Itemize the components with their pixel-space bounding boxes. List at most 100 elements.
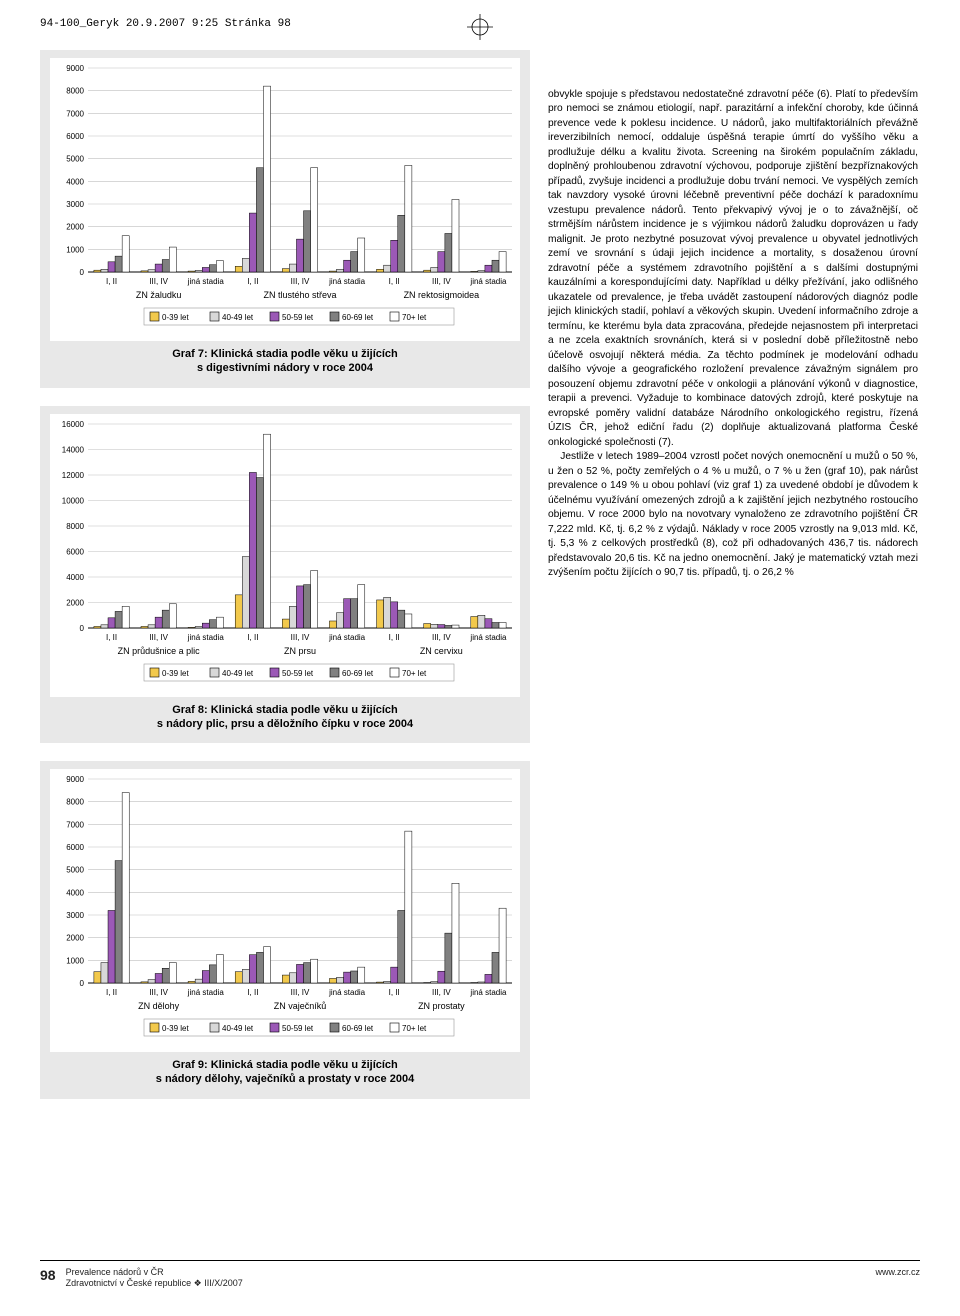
registration-marks-icon — [450, 12, 510, 42]
footer-title-line: Prevalence nádorů v ČR — [66, 1267, 243, 1279]
footer-url: www.zcr.cz — [875, 1267, 920, 1277]
svg-text:ZN tlustého střeva: ZN tlustého střeva — [263, 290, 336, 300]
svg-text:2000: 2000 — [66, 223, 84, 232]
chart-9-caption: Graf 9: Klinická stadia podle věku u žij… — [50, 1052, 520, 1089]
svg-text:6000: 6000 — [66, 547, 84, 556]
svg-text:9000: 9000 — [66, 64, 84, 73]
bar-chart: 0 1000 2000 3000 4000 5000 6000 7000 8000 9000 I, … — [50, 769, 520, 1049]
bar-chart: 0 2000 4000 6000 8000 10000 12000 14000 16000 I, … — [50, 414, 520, 694]
svg-text:III, IV: III, IV — [149, 633, 168, 642]
svg-text:50-59 let: 50-59 let — [282, 669, 314, 678]
svg-text:III, IV: III, IV — [432, 633, 451, 642]
svg-text:ZN žaludku: ZN žaludku — [136, 290, 182, 300]
svg-text:I, II: I, II — [106, 988, 117, 997]
svg-text:I, II: I, II — [389, 277, 400, 286]
svg-text:I, II: I, II — [247, 633, 258, 642]
svg-text:16000: 16000 — [62, 420, 85, 429]
svg-text:I, II: I, II — [247, 988, 258, 997]
charts-column: 0 1000 2000 3000 4000 5000 6000 7000 8000 9000 I, … — [40, 50, 530, 1099]
svg-text:60-69 let: 60-69 let — [342, 669, 374, 678]
svg-text:40-49 let: 40-49 let — [222, 313, 254, 322]
svg-text:2000: 2000 — [66, 598, 84, 607]
svg-text:jiná stadia: jiná stadia — [187, 633, 225, 642]
svg-text:III, IV: III, IV — [291, 277, 310, 286]
svg-text:40-49 let: 40-49 let — [222, 1024, 254, 1033]
svg-text:3000: 3000 — [66, 200, 84, 209]
body-text-column: obvykle spojuje s představou nedostatečn… — [548, 50, 918, 1099]
svg-text:jiná stadia: jiná stadia — [187, 988, 225, 997]
svg-text:5000: 5000 — [66, 866, 84, 875]
svg-text:ZN dělohy: ZN dělohy — [138, 1001, 180, 1011]
chart-8-caption: Graf 8: Klinická stadia podle věku u žij… — [50, 697, 520, 734]
svg-text:1000: 1000 — [66, 245, 84, 254]
footer-journal-line: Zdravotnictví v České republice ❖ III/X/… — [66, 1278, 243, 1290]
svg-text:14000: 14000 — [62, 445, 85, 454]
svg-text:60-69 let: 60-69 let — [342, 313, 374, 322]
svg-text:III, IV: III, IV — [149, 277, 168, 286]
svg-text:50-59 let: 50-59 let — [282, 313, 314, 322]
chart-8-block: 0 2000 4000 6000 8000 10000 12000 14000 16000 I, … — [40, 406, 530, 744]
svg-text:jiná stadia: jiná stadia — [328, 988, 366, 997]
svg-text:ZN průdušnice a plic: ZN průdušnice a plic — [118, 646, 201, 656]
svg-text:2000: 2000 — [66, 934, 84, 943]
svg-text:III, IV: III, IV — [291, 988, 310, 997]
bar-chart: 0 1000 2000 3000 4000 5000 6000 7000 8000 9000 I, … — [50, 58, 520, 338]
svg-text:III, IV: III, IV — [149, 988, 168, 997]
svg-text:0: 0 — [80, 624, 85, 633]
page-number: 98 — [40, 1267, 56, 1283]
svg-text:60-69 let: 60-69 let — [342, 1024, 374, 1033]
chart-7-caption: Graf 7: Klinická stadia podle věku u žij… — [50, 341, 520, 378]
svg-text:jiná stadia: jiná stadia — [469, 633, 507, 642]
svg-text:I, II: I, II — [389, 988, 400, 997]
svg-text:0-39 let: 0-39 let — [162, 1024, 189, 1033]
svg-text:jiná stadia: jiná stadia — [469, 988, 507, 997]
svg-text:4000: 4000 — [66, 177, 84, 186]
body-paragraph-1: obvykle spojuje s představou nedostatečn… — [548, 88, 918, 450]
svg-text:12000: 12000 — [62, 471, 85, 480]
svg-text:jiná stadia: jiná stadia — [328, 277, 366, 286]
svg-text:70+ let: 70+ let — [402, 669, 427, 678]
svg-text:5000: 5000 — [66, 155, 84, 164]
svg-text:8000: 8000 — [66, 798, 84, 807]
svg-text:7000: 7000 — [66, 821, 84, 830]
svg-text:50-59 let: 50-59 let — [282, 1024, 314, 1033]
svg-text:10000: 10000 — [62, 496, 85, 505]
svg-text:jiná stadia: jiná stadia — [328, 633, 366, 642]
svg-text:7000: 7000 — [66, 109, 84, 118]
svg-text:8000: 8000 — [66, 522, 84, 531]
svg-text:0: 0 — [80, 268, 85, 277]
svg-text:70+ let: 70+ let — [402, 1024, 427, 1033]
chart-7-block: 0 1000 2000 3000 4000 5000 6000 7000 8000 9000 I, … — [40, 50, 530, 388]
svg-text:ZN prsu: ZN prsu — [284, 646, 316, 656]
svg-text:70+ let: 70+ let — [402, 313, 427, 322]
svg-text:III, IV: III, IV — [432, 988, 451, 997]
running-header: 94-100_Geryk 20.9.2007 9:25 Stránka 98 — [40, 18, 291, 30]
chart-9-block: 0 1000 2000 3000 4000 5000 6000 7000 8000 9000 I, … — [40, 761, 530, 1099]
svg-text:4000: 4000 — [66, 889, 84, 898]
svg-text:ZN prostaty: ZN prostaty — [418, 1001, 465, 1011]
svg-text:8000: 8000 — [66, 87, 84, 96]
svg-text:I, II: I, II — [106, 633, 117, 642]
svg-text:1000: 1000 — [66, 957, 84, 966]
svg-text:III, IV: III, IV — [432, 277, 451, 286]
svg-text:0-39 let: 0-39 let — [162, 313, 189, 322]
body-paragraph-2: Jestliže v letech 1989–2004 vzrostl poče… — [548, 450, 918, 580]
svg-text:I, II: I, II — [389, 633, 400, 642]
svg-text:9000: 9000 — [66, 775, 84, 784]
svg-text:6000: 6000 — [66, 132, 84, 141]
page-footer: 98 Prevalence nádorů v ČR Zdravotnictví … — [40, 1260, 920, 1290]
svg-text:3000: 3000 — [66, 911, 84, 920]
svg-text:jiná stadia: jiná stadia — [187, 277, 225, 286]
svg-text:III, IV: III, IV — [291, 633, 310, 642]
svg-text:I, II: I, II — [247, 277, 258, 286]
svg-text:6000: 6000 — [66, 843, 84, 852]
svg-text:40-49 let: 40-49 let — [222, 669, 254, 678]
svg-text:0-39 let: 0-39 let — [162, 669, 189, 678]
svg-text:ZN cervixu: ZN cervixu — [420, 646, 463, 656]
svg-text:ZN rektosigmoidea: ZN rektosigmoidea — [404, 290, 480, 300]
svg-text:0: 0 — [80, 979, 85, 988]
svg-text:I, II: I, II — [106, 277, 117, 286]
svg-text:jiná stadia: jiná stadia — [469, 277, 507, 286]
svg-text:4000: 4000 — [66, 573, 84, 582]
svg-text:ZN vaječníků: ZN vaječníků — [274, 1001, 327, 1011]
